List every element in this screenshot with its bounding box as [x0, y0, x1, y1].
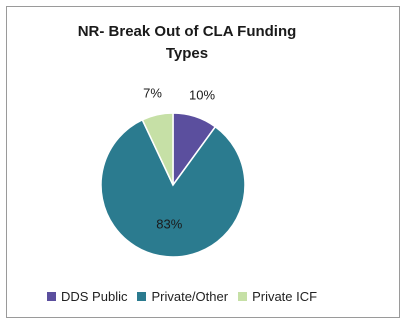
chart-title-line-1: NR- Break Out of CLA Funding	[77, 23, 297, 40]
data-label-private-icf: 7%	[143, 85, 162, 100]
legend-label-private-other: Private/Other	[151, 289, 229, 304]
legend-label-private-icf: Private ICF	[252, 289, 318, 304]
legend-label-dds-public: DDS Public	[61, 289, 128, 304]
chart-title-line-2: Types	[165, 45, 209, 62]
pie-slice-private-other	[100, 118, 246, 258]
chart-frame: NR- Break Out of CLA Funding Types 10% 83…	[6, 6, 400, 318]
legend-swatch-private-other	[137, 292, 147, 301]
legend-item-private-other: Private/Other	[137, 289, 228, 304]
data-label-private-other: 83%	[156, 216, 182, 231]
legend-item-private-icf: Private ICF	[238, 289, 317, 304]
legend-item-dds-public: DDS Public	[47, 289, 127, 304]
legend: DDS Public Private/Other Private ICF	[47, 289, 387, 304]
pie-chart: 10% 83% 7%	[100, 85, 246, 258]
legend-swatch-private-icf	[238, 292, 248, 301]
chart-title: NR- Break Out of CLA Funding Types	[7, 21, 367, 65]
pie-slice-private-icf	[141, 112, 174, 186]
data-label-dds-public: 10%	[189, 88, 215, 103]
legend-swatch-dds-public	[47, 292, 56, 301]
